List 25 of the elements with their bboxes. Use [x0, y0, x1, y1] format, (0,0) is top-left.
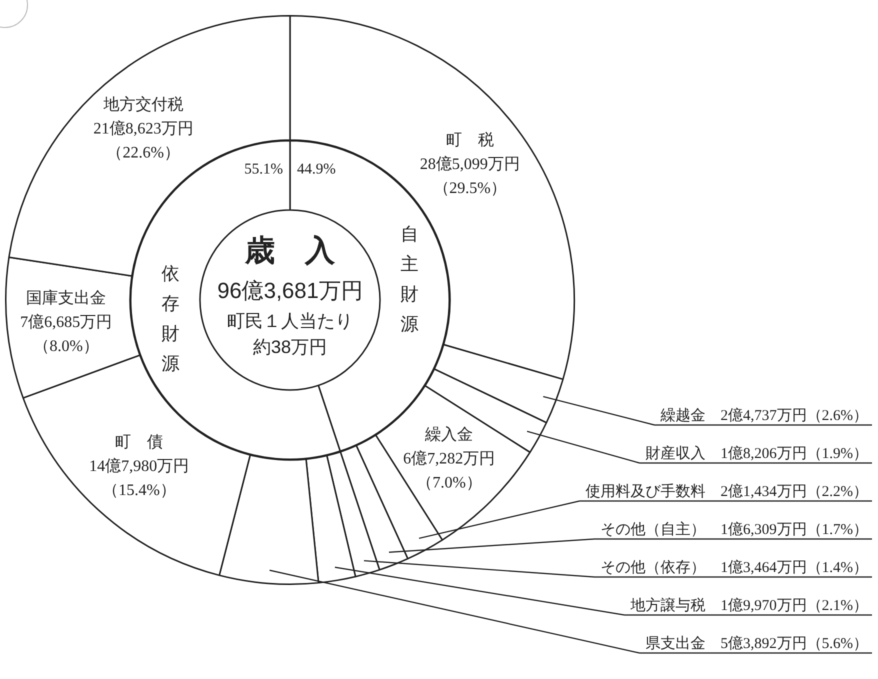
data-label: 28億5,099万円（29.5%） [420, 155, 520, 198]
slice-label: 依存財源 [161, 264, 180, 374]
slice-label: 地方交付税 [102, 96, 184, 114]
slice-label: その他（自主） 1億6,309万円（1.7%） [600, 521, 868, 538]
slice-label: 県支出金 5億3,892万円（5.6%） [646, 635, 868, 652]
slice-label: 地方譲与税 1億9,970万円（2.1%） [630, 597, 868, 614]
data-label: 44.9% [297, 162, 336, 178]
text: 町民１人当たり [227, 310, 353, 331]
text: 歳 入 [244, 234, 336, 268]
text: 約38万円 [252, 336, 328, 357]
slice-label: 町 債 [115, 434, 164, 452]
data-label: 14億7,980万円（15.4%） [89, 457, 190, 500]
slice-label: 繰入金 [424, 425, 474, 444]
slice-label: 繰越金 2億4,737万円（2.6%） [660, 407, 868, 424]
slice-label: 町 税 [446, 131, 494, 150]
slice-label: 国庫支出金 [26, 288, 106, 307]
slice-label: 財産収入 1億8,206万円（1.9%） [646, 445, 868, 462]
data-label: 6億7,282万円（7.0%） [403, 449, 496, 492]
data-label: 55.1% [244, 162, 283, 178]
text: 96億3,681万円 [217, 278, 363, 304]
data-label: 7億6,685万円（8.0%） [20, 312, 112, 355]
slice-label: その他（依存） 1億3,464万円（1.4%） [600, 559, 868, 576]
slice-label: 使用料及び手数料 2億1,434万円（2.2%） [586, 483, 868, 500]
data-label: 21億8,623万円（22.6%） [93, 120, 194, 162]
slice-label: 自主財源 [400, 224, 419, 334]
